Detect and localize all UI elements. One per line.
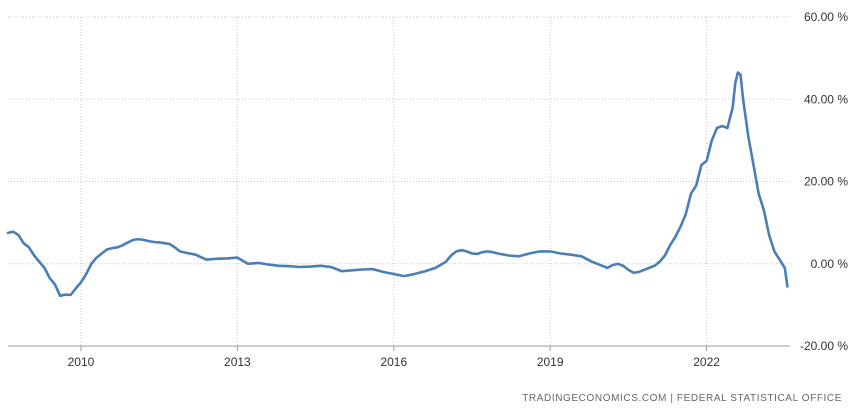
series-lines — [6, 71, 789, 298]
x-tick-label: 2010 — [68, 355, 95, 369]
x-axis-labels: 2010 2013 2016 2019 2022 — [68, 355, 721, 369]
x-axis-ticks — [80, 346, 708, 351]
x-tick-label: 2013 — [224, 355, 251, 369]
x-tick-label: 2016 — [380, 355, 407, 369]
grid-lines — [8, 16, 790, 346]
x-tick-label: 2019 — [537, 355, 564, 369]
y-tick-label: 0.00 % — [811, 257, 849, 271]
y-tick-label: 20.00 % — [804, 175, 848, 189]
y-axis-labels: 60.00 % 40.00 % 20.00 % 0.00 % -20.00 % — [800, 10, 848, 353]
y-tick-label: -20.00 % — [800, 339, 848, 353]
y-tick-label: 60.00 % — [804, 10, 848, 24]
series-line — [6, 71, 789, 298]
x-tick-label: 2022 — [693, 355, 720, 369]
source-attribution: TRADINGECONOMICS.COM | FEDERAL STATISTIC… — [522, 393, 842, 404]
y-tick-label: 40.00 % — [804, 92, 848, 106]
